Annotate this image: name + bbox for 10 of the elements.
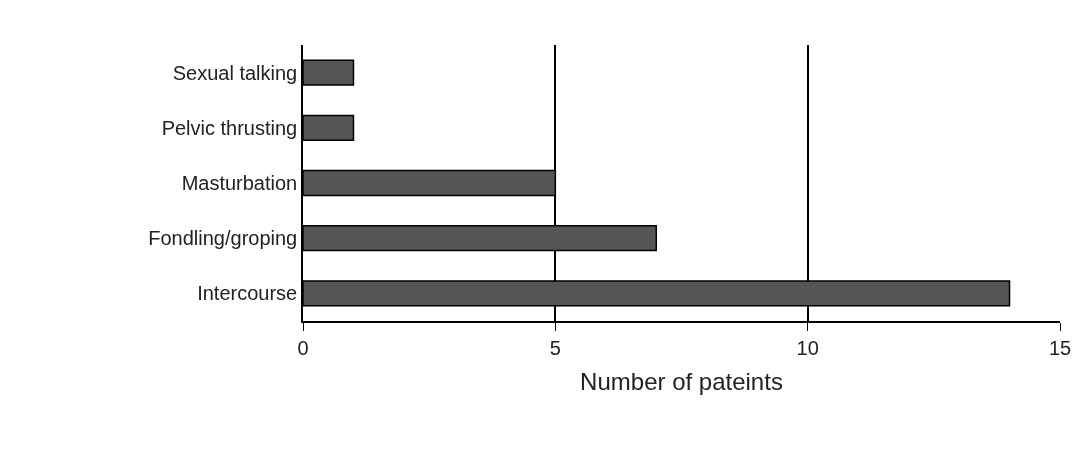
- y-tick-label: Sexual talking: [172, 61, 298, 84]
- y-tick-label: Masturbation: [181, 172, 298, 194]
- x-tick-label: 5: [549, 336, 561, 359]
- x-tick-label: 15: [1048, 336, 1072, 359]
- x-tick-label: 0: [297, 336, 309, 359]
- y-tick-label: Pelvic thrusting: [161, 116, 298, 139]
- y-tick-label: Fondling/groping: [148, 227, 298, 250]
- x-tick-label: 10: [796, 336, 819, 359]
- x-axis-title: Number of pateints: [580, 367, 783, 395]
- y-tick-label: Intercourse: [197, 282, 298, 305]
